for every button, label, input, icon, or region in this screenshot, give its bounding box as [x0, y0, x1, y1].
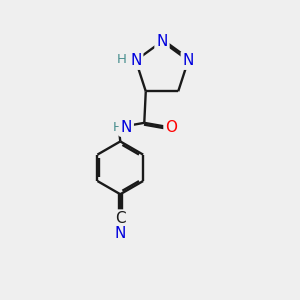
Text: C: C — [115, 211, 126, 226]
Text: N: N — [115, 226, 126, 241]
Text: O: O — [165, 120, 177, 135]
Text: N: N — [156, 34, 168, 49]
Text: N: N — [121, 120, 132, 135]
Text: N: N — [130, 53, 141, 68]
Text: N: N — [183, 53, 194, 68]
Text: H: H — [112, 121, 122, 134]
Text: H: H — [116, 53, 126, 66]
